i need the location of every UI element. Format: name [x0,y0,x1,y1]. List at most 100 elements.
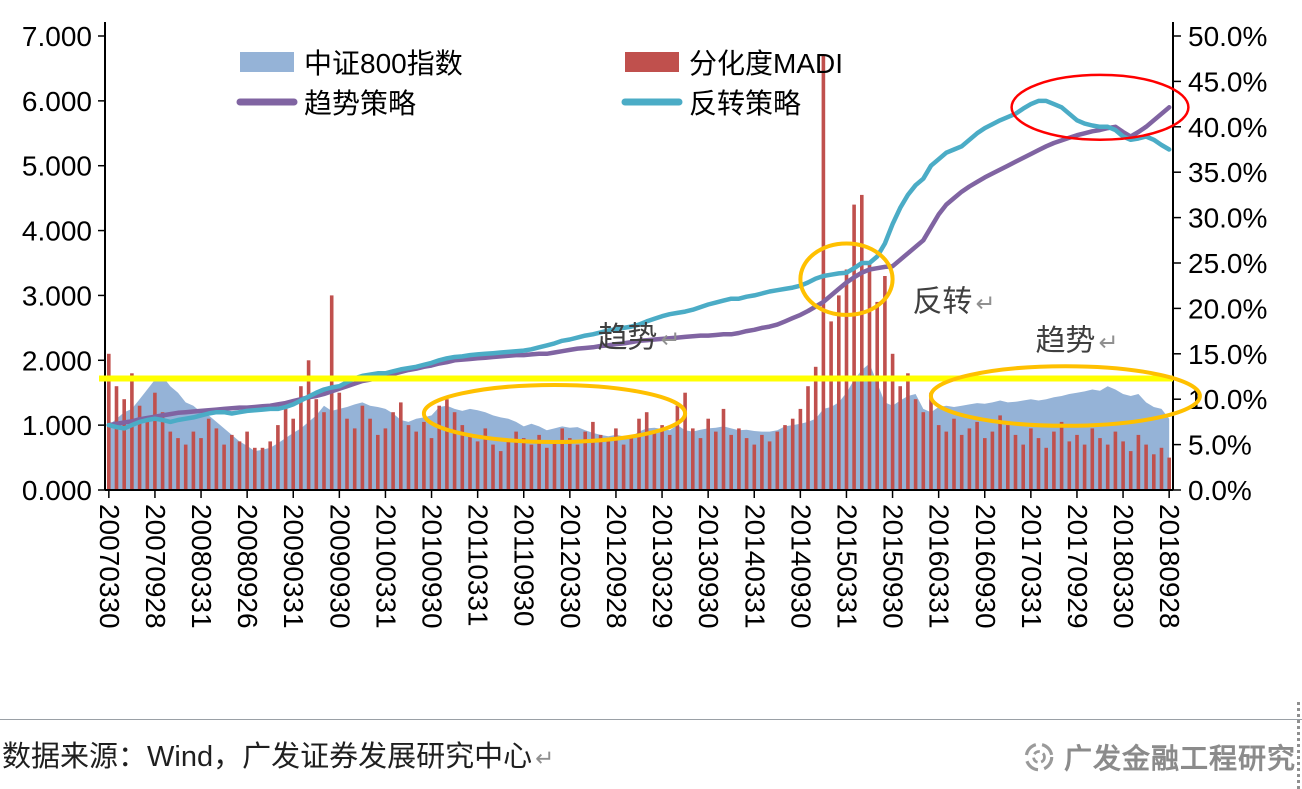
x-axis-label: 20080331 [186,504,217,629]
madi-bar [299,386,303,490]
madi-bar [798,408,803,490]
orange-ellipse-annotation-3 [928,364,1202,428]
madi-bar [168,431,173,490]
y-axis-left-label: 4.000 [22,216,92,247]
madi-bar [414,431,418,490]
madi-bar [1067,441,1072,490]
x-axis-label: 20120330 [555,504,586,629]
madi-bar [852,204,856,490]
madi-bar [621,444,626,490]
madi-bar [1059,421,1064,490]
madi-bar [183,444,188,490]
madi-bar [837,295,841,490]
madi-bar [1152,454,1156,490]
madi-bar [1113,431,1118,490]
x-axis-label: 20160331 [924,504,955,629]
legend-item-4: 反转策略 [621,88,801,119]
madi-bar [460,425,465,490]
madi-bar [744,438,749,490]
madi-bar [422,421,426,490]
madi-bar [130,373,134,490]
x-axis-label: 20170929 [1062,504,1093,629]
gf-logo-icon [1024,742,1054,772]
legend-swatch [240,52,294,72]
madi-bar [160,412,165,490]
madi-bar [322,412,326,490]
madi-bar [760,434,764,490]
madi-bar [721,408,726,490]
madi-bars-series [107,55,1171,490]
madi-bar [376,434,380,490]
trend-line [106,105,1172,428]
x-axis-label: 20100930 [417,504,448,629]
legend-label: 分化度MADI [689,48,843,79]
madi-bar [529,444,534,490]
madi-bar [752,444,757,490]
madi-bar [691,428,695,490]
x-axis-label: 20150930 [878,504,909,629]
madi-bar [399,402,403,490]
madi-bar [898,386,902,490]
chart-legend: 中证800指数 分化度MADI 趋势策略 反转策略 [236,48,843,119]
trend-line-series [106,105,1172,428]
annotation-label-2: 反转 ↵ [912,286,995,319]
madi-bar [637,418,641,490]
madi-bar [860,194,864,490]
madi-bar [1098,438,1102,490]
madi-bar [145,418,150,490]
y-axis-left-label: 7.000 [22,21,92,52]
x-axis-label: 20070330 [94,504,125,629]
madi-bar [545,447,549,490]
madi-bar [1136,434,1141,490]
madi-bar [998,415,1002,490]
y-axis-right-label: 35.0% [1188,157,1267,188]
madi-bar [276,425,280,490]
annotation-label-1: 趋势 ↵ [597,321,680,354]
madi-bar [445,399,449,490]
madi-bar [199,438,203,490]
gf-research-logo: 广发金融工程研究 [1019,737,1296,777]
x-axis-label: 20180928 [1154,504,1185,629]
madi-bar [153,392,157,490]
madi-bar [498,451,503,490]
madi-bar [383,428,388,490]
madi-bar [291,418,295,490]
footer-divider [0,719,1302,720]
madi-bar [1029,428,1033,490]
madi-bar [214,428,219,490]
madi-bar [1159,447,1164,490]
madi-bar [191,431,196,490]
madi-bar [1013,434,1018,490]
x-axis-label: 20090930 [324,504,355,629]
return-mark-icon: ↵ [535,745,555,771]
data-source-line: 数据来源：Wind，广发证券发展研究中心 ↵ [2,733,554,775]
reversal-line [106,98,1172,431]
madi-bar [875,301,879,490]
x-axis-label: 20180330 [1108,504,1139,629]
madi-bar [675,405,680,490]
madi-bar [952,418,956,490]
x-axis-labels: 20070330 20070928 20080331 20080926 20090331… [94,490,1185,629]
y-axis-right-label: 25.0% [1188,248,1267,279]
legend-label: 中证800指数 [304,48,463,79]
madi-bar [975,421,979,490]
madi-bar [575,444,580,490]
y-axis-left-label: 5.000 [22,151,92,182]
madi-bar [591,421,595,490]
footer-dotted-divider [1297,702,1300,789]
madi-bar [475,441,480,490]
madi-bar [352,428,357,490]
madi-bar [821,55,826,490]
madi-bar [1021,444,1025,490]
madi-bar [967,428,972,490]
madi-bar [813,366,818,490]
madi-bar [983,438,987,490]
madi-bar [714,431,718,490]
madi-bar [514,431,518,490]
madi-bar [790,418,795,490]
madi-bar [1006,425,1010,490]
y-axis-right-label: 20.0% [1188,293,1267,324]
legend-label: 趋势策略 [304,88,416,119]
x-axis-label: 20070928 [140,504,171,629]
madi-bar [360,405,365,490]
